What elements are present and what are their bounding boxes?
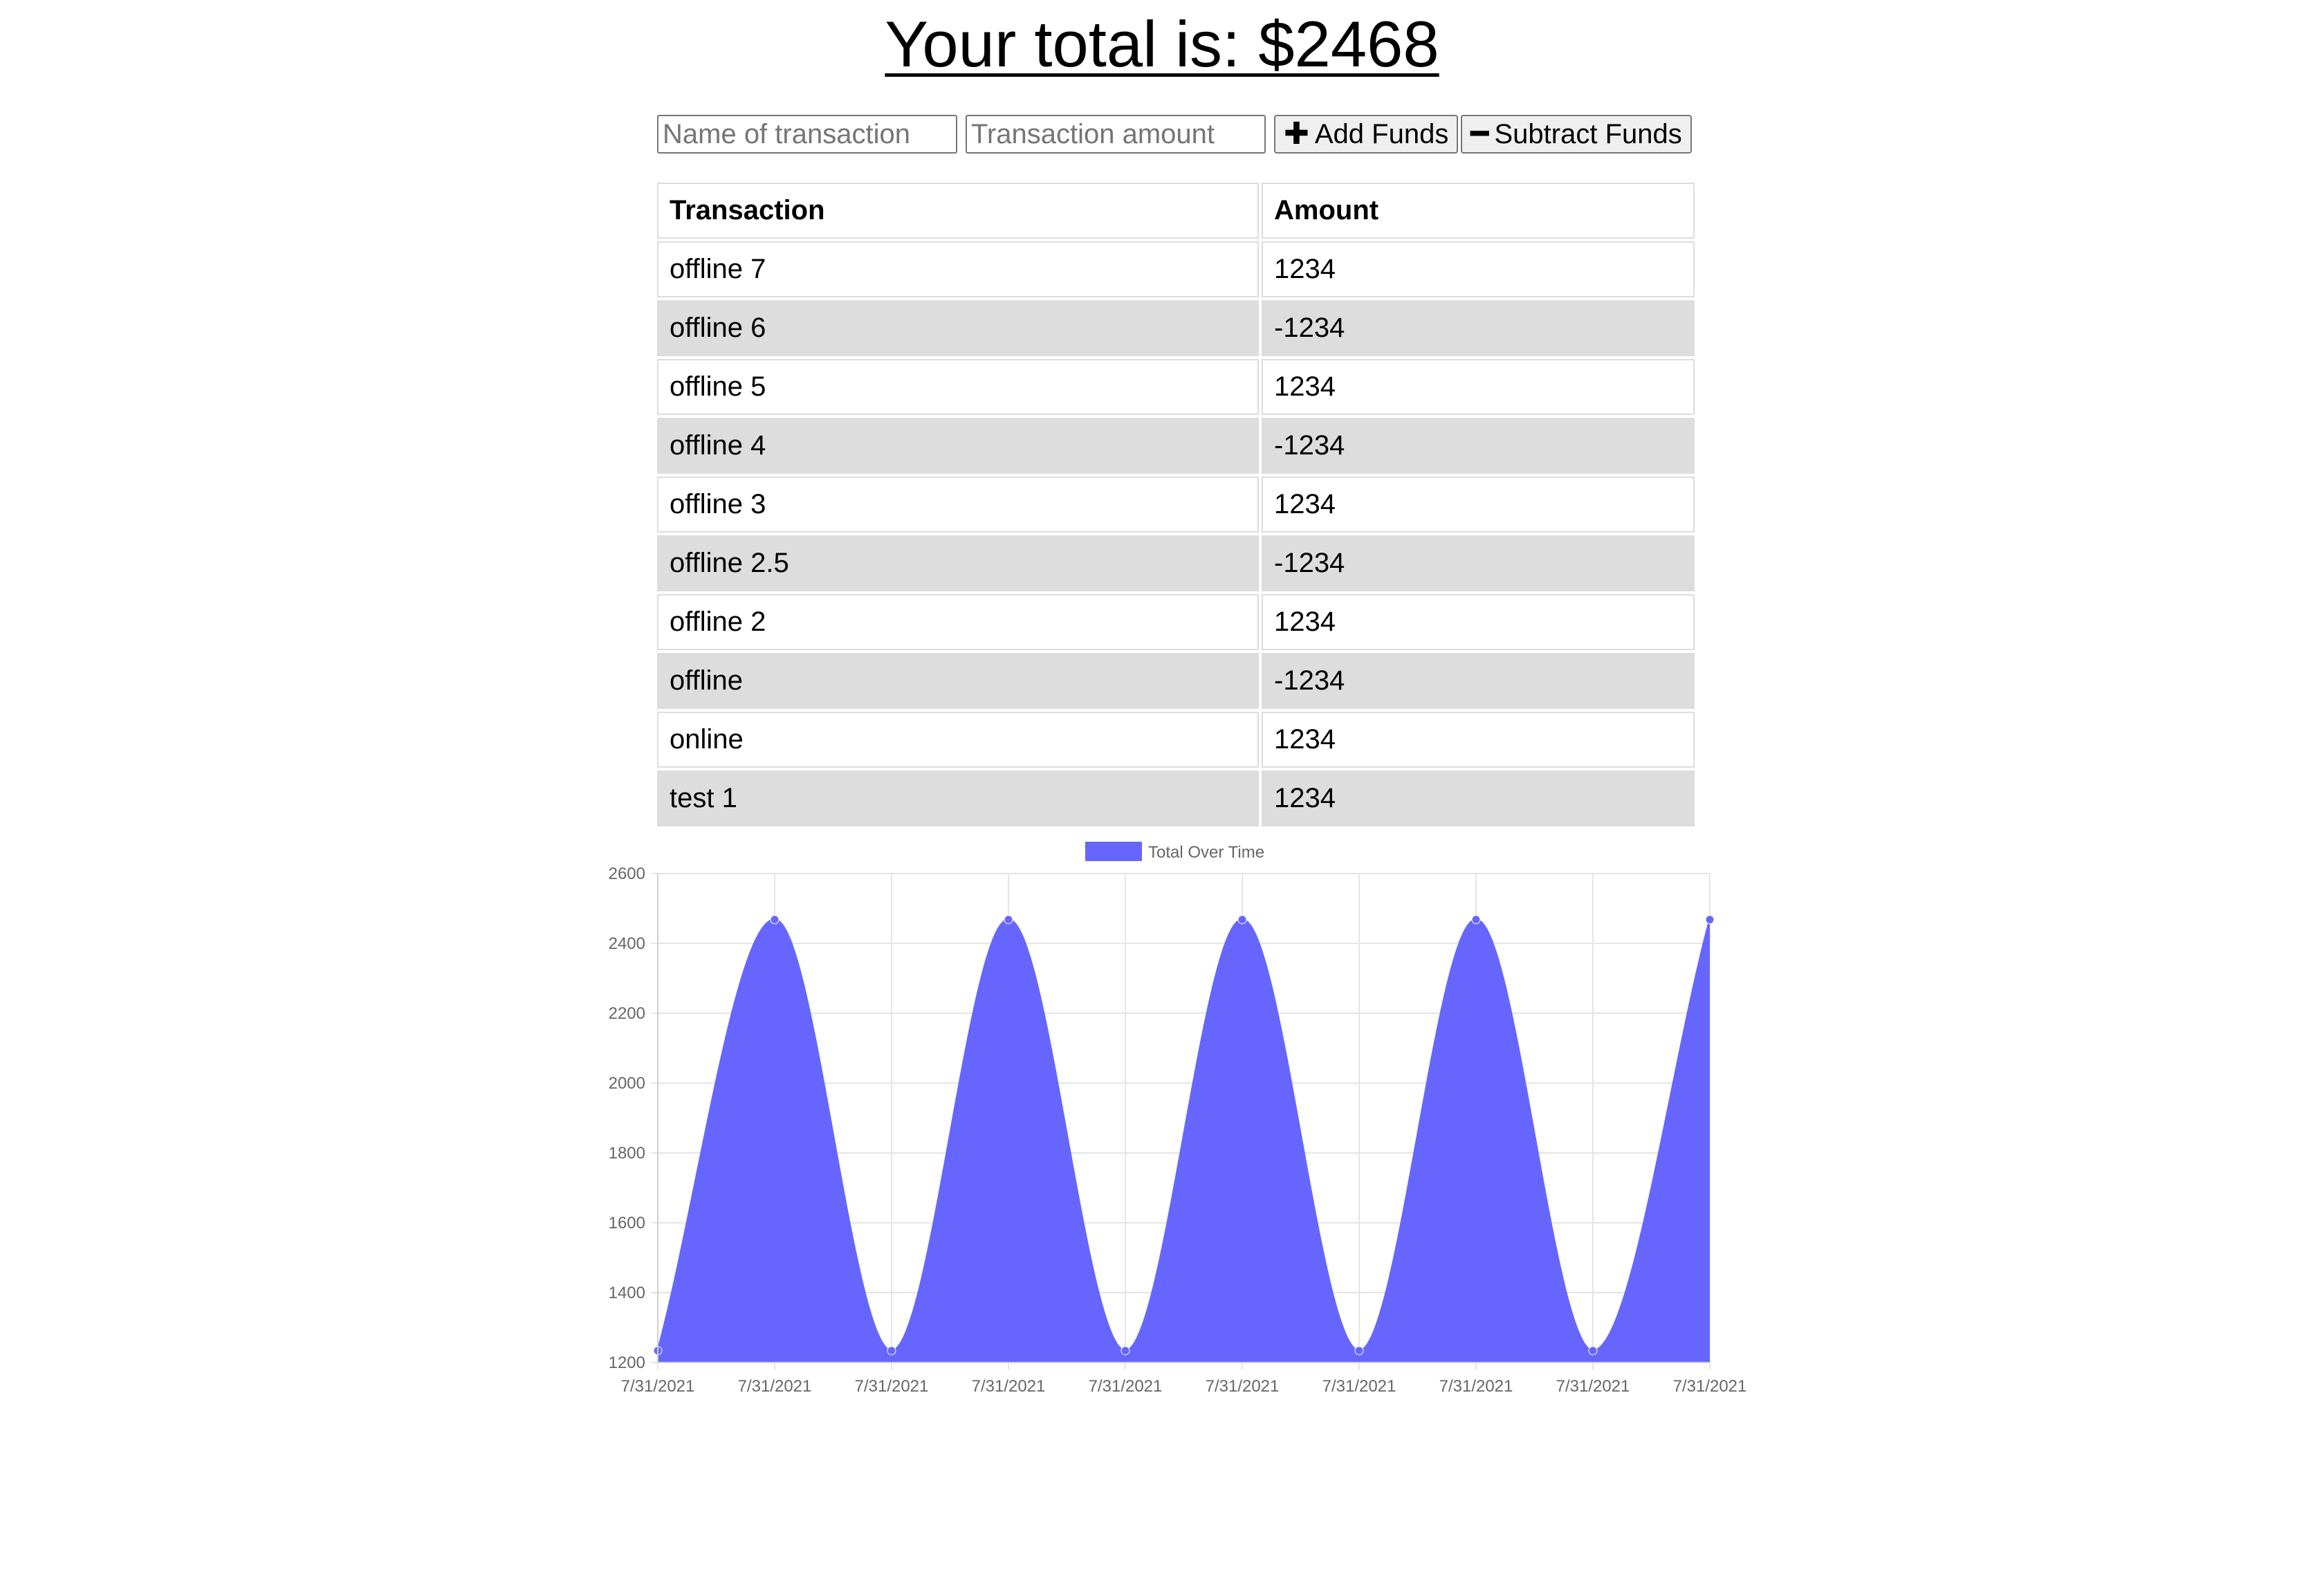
x-tick-label: 7/31/2021 [1439, 1377, 1513, 1396]
transaction-name-input[interactable] [657, 115, 957, 154]
legend-swatch [1085, 842, 1142, 861]
y-tick-label: 1400 [609, 1284, 645, 1302]
transaction-amount-cell: -1234 [1262, 300, 1695, 356]
x-tick-label: 7/31/2021 [972, 1377, 1046, 1396]
total-heading: Your total is: $2468 [885, 8, 1439, 80]
x-tick-label: 7/31/2021 [1206, 1377, 1280, 1396]
series-area [658, 919, 1710, 1363]
x-tick-label: 7/31/2021 [1556, 1377, 1630, 1396]
table-row: offline 7 1234 [657, 241, 1695, 297]
data-point [1354, 1346, 1364, 1356]
data-point [1471, 915, 1481, 925]
transaction-name-cell: offline 5 [657, 359, 1259, 415]
transaction-column-header: Transaction [657, 183, 1259, 239]
subtract-funds-label: Subtract Funds [1494, 118, 1682, 149]
y-tick-label: 1800 [609, 1144, 645, 1163]
transaction-name-cell: offline 4 [657, 418, 1259, 474]
x-tick-label: 7/31/2021 [1673, 1377, 1747, 1396]
transaction-amount-cell: 1234 [1262, 359, 1695, 415]
table-row: offline 2 1234 [657, 594, 1695, 650]
transaction-name-cell: offline 2 [657, 594, 1259, 650]
y-tick-label: 1200 [609, 1354, 645, 1372]
data-point [1588, 1346, 1598, 1356]
chart-canvas: 1200 1400 1600 1800 2000 2200 2400 2600 7/31/202… [609, 842, 1747, 1396]
data-point [1705, 915, 1715, 925]
y-tick-label: 2600 [609, 865, 645, 883]
transaction-amount-cell: -1234 [1262, 653, 1695, 709]
y-tick-label: 2000 [609, 1074, 645, 1093]
transaction-amount-cell: 1234 [1262, 712, 1695, 768]
y-tick-label: 2400 [609, 934, 645, 953]
transaction-amount-cell: 1234 [1262, 477, 1695, 533]
transaction-amount-cell: 1234 [1262, 770, 1695, 826]
data-point [887, 1346, 896, 1356]
x-tick-label: 7/31/2021 [738, 1377, 812, 1396]
transaction-amount-input[interactable] [966, 115, 1266, 154]
transaction-amount-cell: -1234 [1262, 535, 1695, 591]
transaction-name-cell: online [657, 712, 1259, 768]
table-row: offline -1234 [657, 653, 1695, 709]
plus-icon: ✚ [1284, 117, 1309, 151]
table-row: offline 6 -1234 [657, 300, 1695, 356]
transaction-amount-cell: 1234 [1262, 594, 1695, 650]
table-row: offline 3 1234 [657, 477, 1695, 533]
total-over-time-chart: 1200 1400 1600 1800 2000 2200 2400 2600 7/31/202… [0, 830, 2324, 1425]
transaction-name-cell: offline 7 [657, 241, 1259, 297]
data-point [770, 915, 780, 925]
data-point [1237, 915, 1247, 925]
table-header-row: Transaction Amount [657, 183, 1695, 239]
add-funds-button[interactable]: ✚ Add Funds [1274, 115, 1459, 154]
transaction-name-cell: test 1 [657, 770, 1259, 826]
y-tick-label: 2200 [609, 1004, 645, 1023]
table-row: online 1234 [657, 712, 1695, 768]
table-row: offline 2.5 -1234 [657, 535, 1695, 591]
x-tick-label: 7/31/2021 [1089, 1377, 1163, 1396]
add-funds-label: Add Funds [1314, 118, 1449, 149]
transaction-name-cell: offline 2.5 [657, 535, 1259, 591]
x-tick-label: 7/31/2021 [621, 1377, 695, 1396]
transaction-amount-cell: -1234 [1262, 418, 1695, 474]
transaction-name-cell: offline 6 [657, 300, 1259, 356]
x-tick-label: 7/31/2021 [1322, 1377, 1396, 1396]
table-row: test 1 1234 [657, 770, 1695, 826]
data-point [1120, 1346, 1130, 1356]
data-point [1004, 915, 1013, 925]
legend-label: Total Over Time [1148, 843, 1264, 862]
transaction-name-cell: offline [657, 653, 1259, 709]
subtract-funds-button[interactable]: ━ Subtract Funds [1461, 115, 1692, 154]
series-line [656, 918, 1711, 1352]
y-tick-label: 1600 [609, 1214, 645, 1232]
x-tick-label: 7/31/2021 [855, 1377, 929, 1396]
transaction-amount-cell: 1234 [1262, 241, 1695, 297]
table-row: offline 4 -1234 [657, 418, 1695, 474]
minus-icon: ━ [1470, 117, 1489, 151]
amount-column-header: Amount [1262, 183, 1695, 239]
table-row: offline 5 1234 [657, 359, 1695, 415]
transaction-name-cell: offline 3 [657, 477, 1259, 533]
transactions-table: Transaction Amount offline 7 1234 offlin… [654, 180, 1697, 829]
